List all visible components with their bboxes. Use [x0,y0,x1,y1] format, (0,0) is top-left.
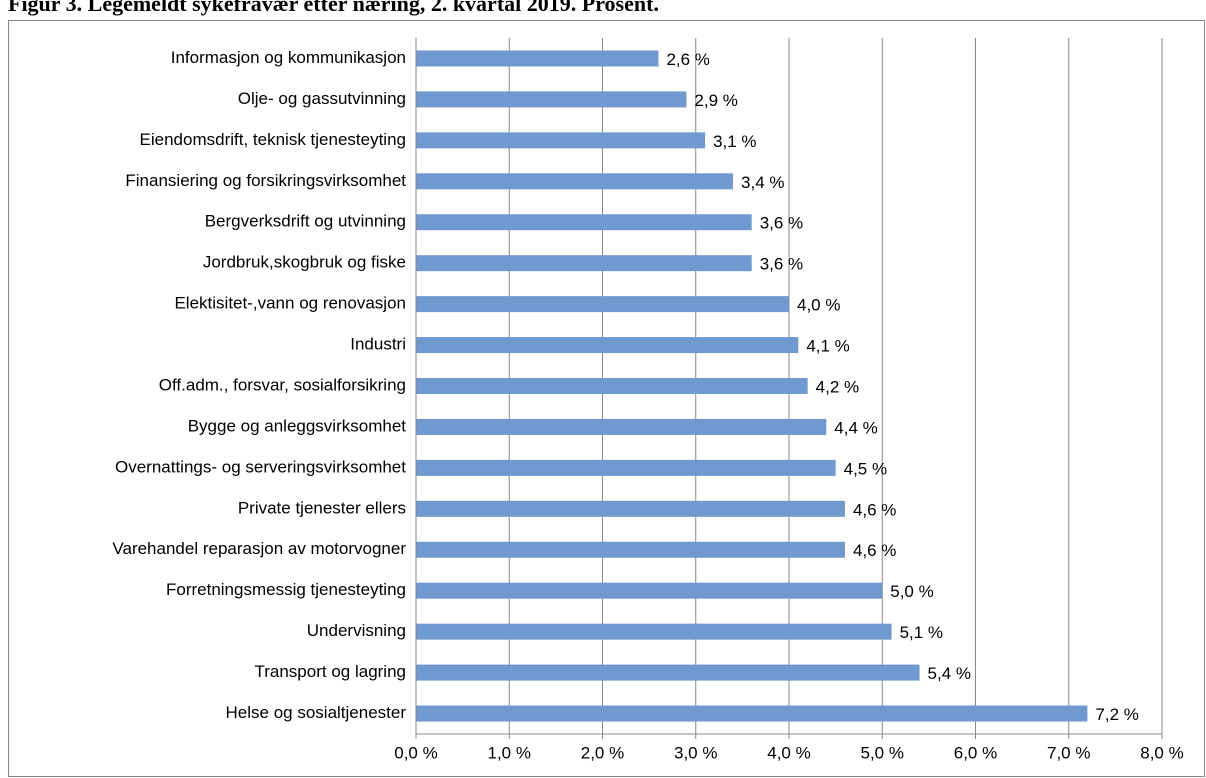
data-label: 4,4 % [834,418,877,437]
data-label: 4,6 % [853,541,896,560]
y-tick-label: Finansiering og forsikringsvirksomhet [125,171,406,190]
data-label: 5,4 % [928,664,971,683]
y-tick-label: Varehandel reparasjon av motorvogner [112,539,406,558]
bar [416,582,883,599]
bar [416,91,687,108]
bar [416,255,752,272]
y-tick-label: Bergverksdrift og utvinning [205,212,406,231]
y-tick-label: Helse og sosialtjenester [226,703,407,722]
y-tick-label: Olje- og gassutvinning [238,89,406,108]
bar [416,337,799,354]
x-tick-label: 6,0 % [954,743,997,762]
data-label: 4,2 % [816,377,859,396]
x-tick-label: 2,0 % [581,743,624,762]
bar [416,418,827,435]
bar [416,132,706,149]
y-tick-label: Eiendomsdrift, teknisk tjenesteyting [140,130,406,149]
bar [416,664,920,681]
data-label: 4,0 % [797,296,840,315]
bar [416,705,1088,722]
y-tick-label: Undervisning [307,621,406,640]
bar [416,378,808,394]
x-tick-label: 3,0 % [674,743,717,762]
x-tick-label: 4,0 % [767,743,810,762]
y-tick-label: Elektisitet-,vann og renovasjon [174,294,406,313]
y-tick-label: Transport og lagring [254,662,406,681]
bar [416,459,836,476]
bar [416,296,789,313]
bar [416,173,734,190]
chart-title: Figur 3. Legemeldt sykefravær etter næri… [8,0,659,16]
y-tick-label: Overnattings- og serveringsvirksomhet [115,457,406,476]
data-label: 7,2 % [1095,705,1138,724]
bar [416,623,892,640]
data-label: 2,9 % [694,91,737,110]
data-label: 3,6 % [760,214,803,233]
y-tick-label: Bygge og anleggsvirksomhet [188,416,407,435]
data-label: 2,6 % [666,50,709,69]
data-label: 4,5 % [844,459,887,478]
y-tick-label: Private tjenester ellers [238,498,406,517]
y-tick-label: Jordbruk,skogbruk og fiske [203,253,406,272]
x-tick-label: 5,0 % [861,743,904,762]
y-tick-label: Informasjon og kommunikasjon [171,48,406,67]
chart-frame [8,20,1205,777]
y-tick-label: Forretningsmessig tjenesteyting [166,580,406,599]
data-label: 3,4 % [741,173,784,192]
data-label: 5,0 % [890,582,933,601]
data-label: 4,6 % [853,500,896,519]
bar [416,500,845,517]
data-label: 4,1 % [806,337,849,356]
bar [416,50,659,67]
x-tick-label: 7,0 % [1047,743,1090,762]
y-tick-label: Off.adm., forsvar, sosialforsikring [159,375,406,394]
x-tick-label: 8,0 % [1140,743,1183,762]
bar [416,541,845,558]
y-tick-label: Industri [350,335,406,354]
x-tick-label: 0,0 % [394,743,437,762]
bar [416,214,752,231]
data-label: 5,1 % [900,623,943,642]
data-label: 3,1 % [713,132,756,151]
data-label: 3,6 % [760,255,803,274]
x-tick-label: 1,0 % [488,743,531,762]
